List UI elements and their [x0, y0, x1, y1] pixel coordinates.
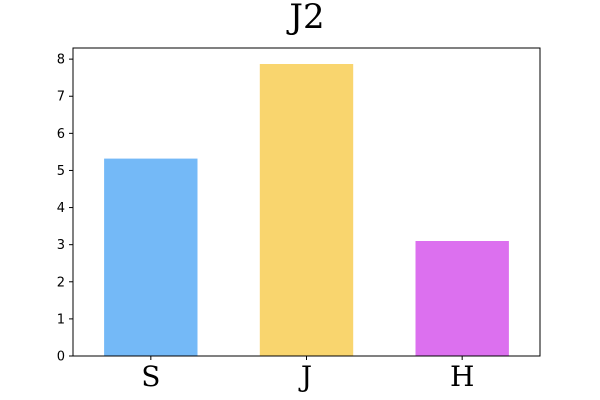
- y-tick-label: 0: [57, 350, 65, 365]
- y-tick-label: 7: [57, 90, 65, 105]
- y-tick-label: 8: [57, 53, 65, 68]
- y-tick-label: 5: [57, 164, 65, 179]
- y-tick-label: 4: [57, 201, 65, 216]
- bar-s: [104, 158, 198, 356]
- x-tick-label: J: [298, 360, 312, 393]
- chart-title: J2: [286, 0, 324, 37]
- y-tick-label: 6: [57, 127, 65, 142]
- x-tick-label: S: [141, 360, 160, 393]
- x-tick-label: H: [450, 360, 474, 393]
- bar-h: [415, 241, 509, 356]
- plot-frame: [72, 47, 541, 357]
- y-tick-label: 3: [57, 238, 65, 253]
- bar-j: [259, 64, 354, 356]
- y-tick-label: 1: [57, 312, 65, 327]
- y-tick-label: 2: [57, 275, 65, 290]
